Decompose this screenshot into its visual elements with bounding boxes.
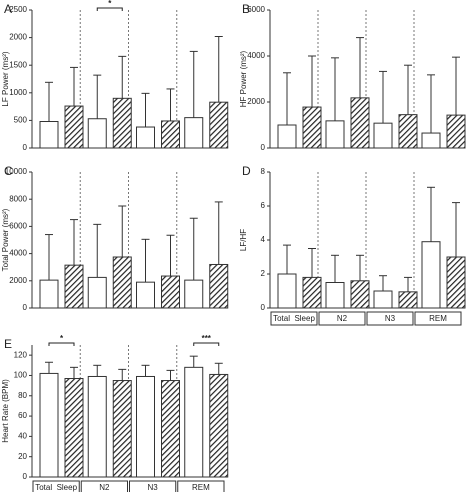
- bar: [87, 118, 107, 149]
- bar: [112, 256, 132, 309]
- y-tick-label: 2000: [247, 97, 265, 106]
- bar: [136, 375, 155, 478]
- bar: [136, 126, 155, 149]
- y-tick-label: 500: [14, 116, 28, 125]
- y-tick-label: 4: [261, 235, 266, 244]
- category-box: [366, 311, 414, 326]
- bar: [398, 114, 418, 149]
- bar: [373, 290, 393, 309]
- y-tick-label: 10000: [5, 167, 28, 176]
- y-tick-label: 2000: [9, 276, 27, 285]
- bar: [87, 276, 107, 309]
- y-tick-label: 2000: [9, 33, 27, 42]
- bar: [350, 280, 370, 309]
- y-tick-label: 0: [23, 143, 28, 152]
- bar: [421, 241, 441, 309]
- panel-label: D: [242, 164, 251, 178]
- significance-bracket: [96, 7, 123, 11]
- panel-label: B: [242, 2, 250, 16]
- bar: [136, 281, 155, 309]
- bar: [302, 106, 322, 149]
- bar: [161, 380, 180, 478]
- y-tick-label: 80: [18, 391, 27, 400]
- x-tick-label: N2: [337, 314, 348, 323]
- x-tick-label: Total Sleep: [273, 314, 315, 323]
- y-tick-label: 4000: [247, 51, 265, 60]
- bar: [161, 275, 180, 309]
- bar: [161, 120, 180, 149]
- x-tick-label: REM: [192, 483, 210, 492]
- bar: [87, 375, 107, 478]
- bar: [64, 264, 84, 309]
- bar: [446, 114, 466, 149]
- panel-label: C: [4, 164, 13, 178]
- bar: [373, 122, 393, 149]
- significance-label: *: [108, 0, 112, 8]
- y-tick-label: 40: [18, 431, 27, 440]
- y-tick-label: 100: [14, 371, 28, 380]
- bar: [302, 276, 322, 309]
- y-tick-label: 1000: [9, 88, 27, 97]
- bar: [112, 380, 132, 478]
- bar: [325, 282, 345, 309]
- y-tick-label: 6000: [9, 222, 27, 231]
- significance-label: ***: [202, 334, 212, 343]
- x-tick-label: N3: [385, 314, 396, 323]
- significance-bracket: [193, 342, 220, 346]
- y-tick-label: 8000: [9, 194, 27, 203]
- bar: [398, 291, 418, 309]
- x-tick-label: N2: [99, 483, 110, 492]
- y-tick-label: 2: [261, 269, 266, 278]
- y-axis-label: Total Power (ms²): [1, 208, 10, 271]
- bar: [39, 372, 59, 478]
- bar: [421, 132, 441, 149]
- x-tick-label: N3: [148, 483, 159, 492]
- y-tick-label: 20: [18, 452, 27, 461]
- y-axis-label: Heart Rate (BPM): [1, 379, 10, 443]
- bar: [209, 263, 229, 309]
- y-tick-label: 2500: [9, 5, 27, 14]
- y-tick-label: 4000: [9, 249, 27, 258]
- bar: [184, 366, 204, 478]
- significance-label: *: [60, 334, 64, 343]
- y-tick-label: 6: [261, 201, 266, 210]
- bar: [277, 273, 297, 309]
- y-tick-label: 0: [23, 303, 28, 312]
- y-axis-label: LF Power (ms²): [1, 51, 10, 106]
- significance-bracket: [48, 342, 75, 346]
- y-axis-label: LF/HF: [239, 229, 248, 251]
- bar: [209, 101, 229, 149]
- bar: [64, 378, 84, 478]
- category-box: [318, 311, 366, 326]
- panel-label: A: [4, 2, 12, 16]
- y-tick-label: 60: [18, 411, 27, 420]
- y-tick-label: 1500: [9, 60, 27, 69]
- x-tick-label: Total Sleep: [35, 483, 77, 492]
- category-box: [414, 311, 462, 326]
- bar: [184, 117, 204, 149]
- category-box: [270, 311, 318, 326]
- bar: [325, 120, 345, 149]
- bar: [209, 373, 229, 478]
- y-tick-label: 120: [14, 350, 28, 359]
- y-tick-label: 0: [23, 472, 28, 481]
- bar: [350, 97, 370, 149]
- bar: [64, 105, 84, 149]
- y-tick-label: 6000: [247, 5, 265, 14]
- bar: [446, 256, 466, 309]
- y-axis-label: HF Power (ms²): [239, 50, 248, 107]
- bar: [277, 124, 297, 149]
- bar: [112, 97, 132, 149]
- bar: [39, 279, 59, 309]
- y-tick-label: 0: [261, 303, 266, 312]
- y-tick-label: 0: [261, 143, 266, 152]
- bar: [39, 121, 59, 149]
- panel-label: E: [4, 337, 12, 351]
- bar: [184, 279, 204, 309]
- y-tick-label: 8: [261, 167, 266, 176]
- x-tick-label: REM: [429, 314, 447, 323]
